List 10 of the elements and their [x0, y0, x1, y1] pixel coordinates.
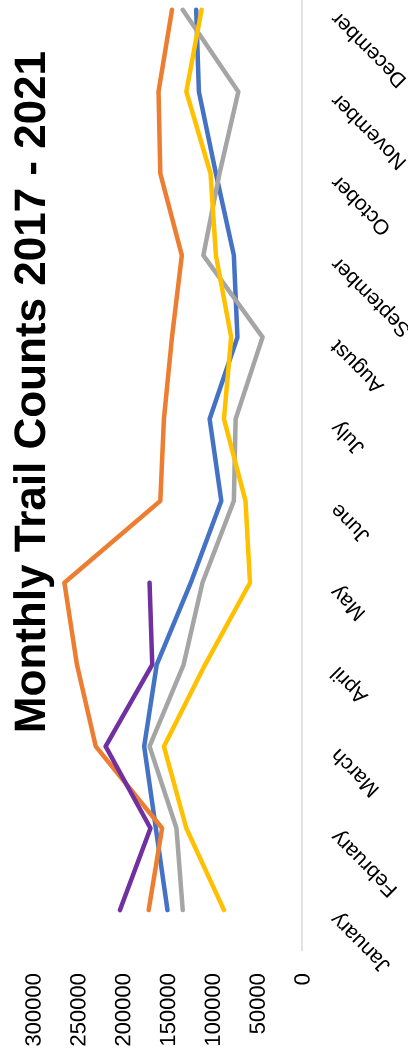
x-tick-label: 300000: [25, 974, 41, 1046]
x-tick-label: 0: [294, 974, 310, 985]
x-tick-label: 250000: [70, 974, 86, 1046]
x-tick-label: 150000: [159, 974, 176, 1045]
x-tick-label: 200000: [114, 974, 131, 1046]
y-tick-label: April: [329, 666, 369, 702]
x-tick-label: 50000: [249, 974, 265, 1034]
y-tick-label: July: [331, 422, 364, 454]
text: Monthly Trail Counts 2017 - 2021: [13, 52, 55, 731]
x-tick-label: 100000: [204, 974, 221, 1045]
